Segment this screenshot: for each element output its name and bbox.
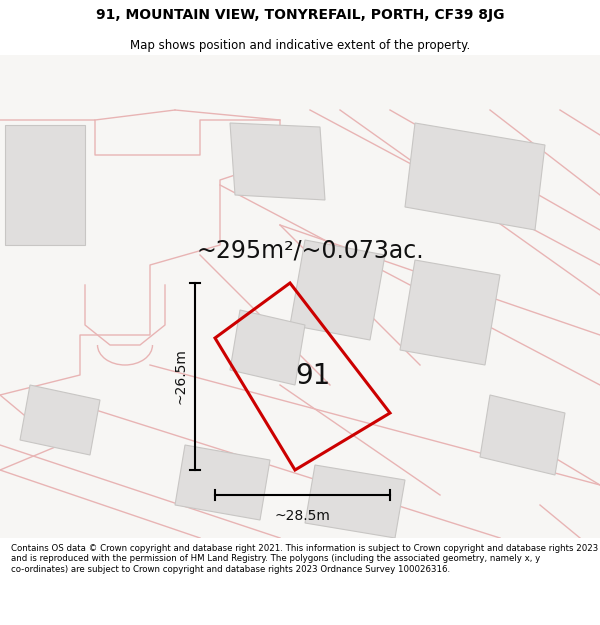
Polygon shape bbox=[405, 123, 545, 230]
Text: ~26.5m: ~26.5m bbox=[173, 349, 187, 404]
Text: 91, MOUNTAIN VIEW, TONYREFAIL, PORTH, CF39 8JG: 91, MOUNTAIN VIEW, TONYREFAIL, PORTH, CF… bbox=[96, 8, 504, 22]
Polygon shape bbox=[20, 385, 100, 455]
Polygon shape bbox=[480, 395, 565, 475]
Text: ~295m²/~0.073ac.: ~295m²/~0.073ac. bbox=[196, 238, 424, 262]
Polygon shape bbox=[400, 260, 500, 365]
Polygon shape bbox=[290, 240, 385, 340]
Text: Map shows position and indicative extent of the property.: Map shows position and indicative extent… bbox=[130, 39, 470, 52]
Polygon shape bbox=[5, 125, 85, 245]
Polygon shape bbox=[305, 465, 405, 538]
Text: Contains OS data © Crown copyright and database right 2021. This information is : Contains OS data © Crown copyright and d… bbox=[11, 544, 598, 574]
Polygon shape bbox=[175, 445, 270, 520]
Polygon shape bbox=[230, 123, 325, 200]
Polygon shape bbox=[230, 310, 305, 385]
Text: ~28.5m: ~28.5m bbox=[275, 509, 331, 523]
Text: 91: 91 bbox=[295, 362, 330, 390]
